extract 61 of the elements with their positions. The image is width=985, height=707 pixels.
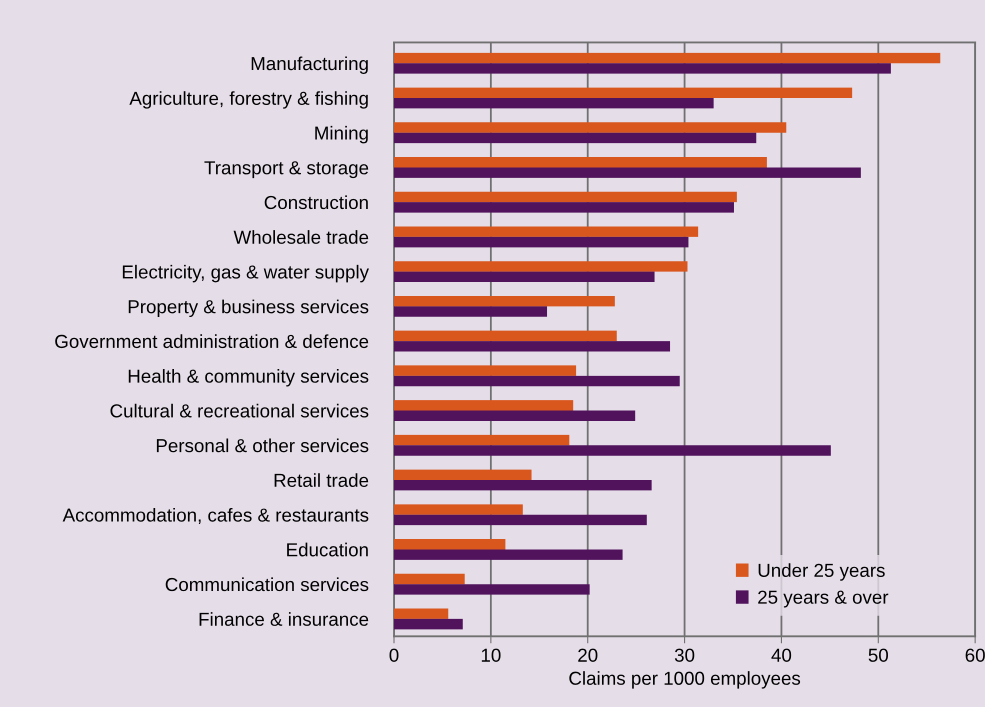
bar	[394, 539, 506, 550]
bar	[394, 445, 831, 456]
bar	[394, 98, 714, 108]
y-tick-label: Government administration & defence	[55, 334, 368, 348]
bar	[394, 584, 590, 595]
bar	[394, 470, 532, 480]
legend-label: Under 25 years	[758, 563, 885, 581]
y-tick-label: Wholesale trade	[234, 230, 368, 244]
bar	[394, 434, 570, 446]
bar	[394, 122, 786, 133]
legend-label: 25 years & over	[758, 590, 888, 608]
bar	[394, 261, 688, 272]
y-tick-label: Property & business services	[128, 300, 368, 318]
x-tick-label: 40	[771, 648, 792, 662]
bar	[394, 192, 737, 202]
bar	[394, 514, 647, 526]
bar	[394, 306, 548, 317]
bar	[394, 400, 574, 411]
x-tick-label: 60	[966, 648, 985, 662]
y-tick-label: Agriculture, forestry & fishing	[129, 91, 368, 109]
x-tick-label: 50	[868, 648, 888, 662]
bar	[394, 376, 680, 386]
bar	[394, 549, 623, 560]
y-tick-label: Education	[287, 542, 368, 556]
bar	[394, 132, 756, 144]
x-tick-label: 10	[482, 648, 501, 662]
bar	[394, 330, 617, 342]
y-tick-label: Personal & other services	[156, 438, 368, 452]
x-tick-label: 30	[674, 648, 694, 662]
x-axis-title: Claims per 1000 employees	[569, 671, 800, 689]
bar	[394, 272, 655, 282]
x-tick-label: 20	[578, 648, 598, 662]
bar	[394, 296, 615, 306]
y-tick-label: Manufacturing	[252, 56, 368, 74]
bar	[394, 618, 463, 630]
bar	[394, 63, 891, 74]
y-tick-label: Mining	[315, 126, 368, 144]
y-tick-label: Cultural & recreational services	[110, 404, 368, 418]
bar	[394, 88, 852, 98]
bar	[394, 202, 734, 213]
y-tick-label: Electricity, gas & water supply	[122, 264, 369, 282]
y-tick-label: Finance & insurance	[200, 612, 368, 626]
bar	[394, 365, 576, 376]
y-tick-label: Retail trade	[274, 473, 368, 487]
bar	[394, 608, 448, 619]
bar	[394, 157, 767, 168]
y-tick-label: Communication services	[166, 577, 368, 592]
y-tick-label: Construction	[264, 195, 368, 210]
x-tick-label: 0	[390, 648, 398, 662]
bar	[394, 236, 688, 248]
bar	[394, 504, 523, 515]
y-tick-label: Health & community services	[128, 369, 368, 387]
bar	[394, 226, 698, 237]
bar	[394, 52, 940, 64]
y-tick-label: Accommodation, cafes & restaurants	[62, 508, 368, 524]
bar	[394, 341, 670, 352]
bar	[394, 480, 652, 490]
y-tick-label: Transport & storage	[204, 161, 368, 178]
bar	[394, 167, 861, 178]
bar	[394, 574, 465, 584]
bar	[394, 410, 636, 421]
